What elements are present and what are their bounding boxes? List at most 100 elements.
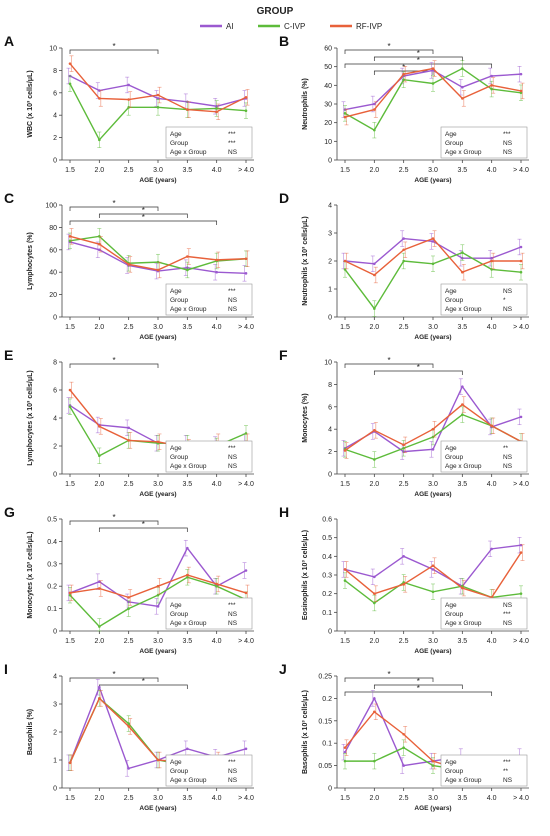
stats-value: NS: [503, 602, 513, 609]
data-point: [373, 262, 376, 266]
y-axis-label: Lymphocytes (%): [27, 232, 34, 290]
stats-box: [165, 440, 253, 473]
data-point: [461, 413, 464, 416]
y-tick-label: 6: [53, 388, 57, 395]
stats-label: Group: [170, 297, 188, 304]
series-rf-ivp: [68, 55, 250, 120]
significance-bracket: [69, 520, 159, 525]
x-tick-label: 3.0: [153, 481, 163, 488]
y-tick-label: 10: [324, 139, 332, 146]
data-point: [156, 97, 160, 100]
y-axis-label: Basophils (x 10³ cells/μL): [302, 690, 309, 774]
data-point: [343, 579, 347, 582]
data-point: [373, 307, 376, 310]
stats-value: NS: [228, 149, 238, 156]
data-point: [343, 449, 347, 452]
data-point: [127, 607, 130, 610]
panel-h: H 0 0.1 0.2 0.3 0.4 0.5 0.6 1.5 2.0 2.5 3.0 3.5 4.0 > …: [279, 504, 529, 655]
data-point: [156, 605, 160, 608]
panel-e: E 0 2 4 6 8 1.5 2.0 2.5 3.0 3.5 4.0 > 4.0 AGE (years)…: [4, 347, 254, 498]
series-rf-ivp: [68, 566, 250, 606]
data-point: [68, 591, 72, 595]
data-point: [373, 458, 376, 461]
x-tick-label: 2.0: [94, 167, 104, 174]
stats-value: ***: [228, 140, 236, 147]
y-tick-label: 0.25: [318, 674, 332, 681]
stats-label: Age x Group: [170, 306, 207, 313]
data-point: [402, 237, 405, 240]
data-point: [461, 97, 464, 100]
data-point: [519, 415, 523, 419]
y-tick-label: 0: [53, 158, 57, 165]
data-point: [431, 262, 435, 266]
x-tick-label: 4.0: [487, 167, 497, 174]
significance-bracket: [69, 363, 159, 368]
x-tick-label: 3.5: [182, 324, 192, 331]
stats-label: Age: [445, 602, 457, 609]
x-tick-label: 2.0: [94, 795, 104, 802]
data-point: [186, 108, 189, 111]
y-tick-label: 2: [53, 730, 57, 737]
y-tick-label: 0.1: [47, 606, 57, 613]
data-point: [186, 255, 189, 258]
stats-label: Age: [170, 759, 182, 766]
x-tick-label: 3.0: [428, 324, 438, 331]
series-rf-ivp: [343, 60, 525, 126]
data-point: [461, 67, 464, 70]
panel-letter: I: [4, 661, 8, 677]
significance-bracket: [373, 684, 463, 689]
x-tick-label: 2.5: [124, 795, 134, 802]
y-tick-label: 2: [53, 444, 57, 451]
y-tick-label: 0.15: [318, 718, 332, 725]
data-point: [490, 547, 493, 551]
stats-label: Group: [170, 454, 188, 461]
significance-bracket: [69, 206, 159, 211]
stats-label: Group: [170, 768, 188, 775]
data-point: [127, 725, 130, 728]
data-point: [343, 746, 347, 749]
data-point: [490, 87, 493, 91]
x-tick-label: 1.5: [340, 638, 350, 645]
x-tick-label: 4.0: [487, 324, 497, 331]
data-point: [490, 424, 493, 428]
x-tick-label: > 4.0: [238, 324, 254, 331]
x-tick-label: 1.5: [65, 481, 75, 488]
data-point: [519, 270, 523, 274]
stats-label: Age x Group: [170, 777, 207, 784]
y-tick-label: 0.1: [322, 610, 332, 617]
x-tick-label: 3.5: [457, 167, 467, 174]
significance-star: *: [417, 56, 420, 65]
data-point: [373, 575, 376, 579]
x-tick-label: 1.5: [65, 638, 75, 645]
data-point: [68, 593, 72, 597]
stats-label: Age: [170, 602, 182, 609]
series-rf-ivp: [343, 544, 525, 606]
y-tick-label: 0.1: [322, 741, 332, 748]
y-tick-label: 0: [53, 786, 57, 793]
y-tick-label: 0.3: [47, 561, 57, 568]
x-tick-label: 1.5: [340, 324, 350, 331]
data-point: [461, 85, 464, 89]
x-tick-label: 4.0: [487, 481, 497, 488]
data-point: [519, 72, 523, 76]
data-point: [156, 584, 160, 588]
data-point: [98, 138, 101, 142]
y-tick-label: 0.2: [322, 696, 332, 703]
data-point: [402, 555, 405, 558]
stats-value: ***: [228, 131, 236, 138]
y-tick-label: 80: [49, 225, 57, 232]
data-point: [98, 697, 101, 700]
data-point: [98, 97, 101, 100]
data-point: [431, 448, 435, 451]
series-ai: [341, 62, 523, 118]
stats-box: [165, 597, 253, 630]
y-tick-label: 8: [328, 382, 332, 389]
significance-bracket: [344, 691, 493, 696]
data-point: [373, 108, 376, 111]
x-tick-label: 3.5: [182, 795, 192, 802]
significance-star: *: [417, 684, 420, 693]
stats-value: NS: [503, 149, 513, 156]
x-tick-label: 2.0: [369, 795, 379, 802]
stats-value: ***: [503, 131, 511, 138]
